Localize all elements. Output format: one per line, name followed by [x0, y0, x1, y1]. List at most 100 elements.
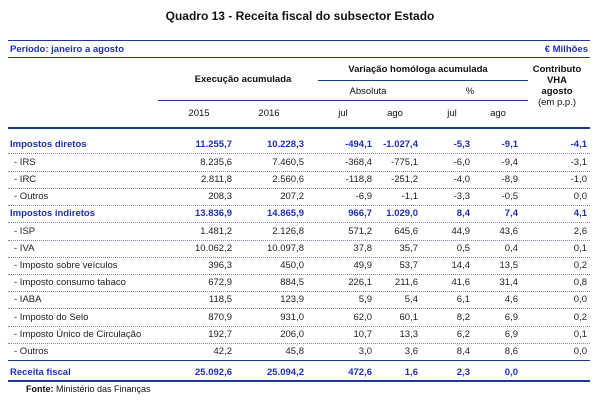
- cell-col-4: -251,2: [391, 174, 418, 185]
- header-variacao-rule: [318, 80, 528, 81]
- cell-col-6: 4,6: [504, 294, 518, 305]
- cell-col-7: 0,2: [573, 312, 587, 323]
- header-2015: 2015: [188, 108, 210, 119]
- cell-col-2: 931,0: [280, 312, 304, 323]
- cell-col-7: 0,0: [573, 346, 587, 357]
- source-value: Ministério das Finanças: [56, 384, 151, 394]
- cell-col-2: 450,0: [280, 260, 304, 271]
- cell-col-7: 0,1: [573, 243, 587, 254]
- cell-col-7: 0,0: [573, 294, 587, 305]
- row-label: - IVA: [14, 243, 35, 254]
- row-label: - Imposto Único de Circulação: [14, 329, 142, 340]
- row-label: - IRS: [14, 157, 36, 168]
- cell-col-3: 571,2: [348, 226, 372, 237]
- row-label: - Imposto sobre veículos: [14, 260, 118, 271]
- cell-col-4: 13,3: [399, 329, 419, 340]
- cell-col-7: 0,2: [573, 260, 587, 271]
- cell-col-3: -494,1: [345, 139, 372, 150]
- table-row: - Outros 42,2 45,8 3,0 3,6 8,4 8,6 0,0: [0, 343, 600, 361]
- cell-col-1: 118,5: [208, 294, 232, 305]
- cell-col-7: 4,1: [573, 208, 587, 219]
- table-row: - Imposto consumo tabaco 672,9 884,5 226,1 2…: [0, 274, 600, 292]
- cell-col-6: 0,4: [504, 243, 518, 254]
- cell-col-3: 226,1: [348, 277, 372, 288]
- row-separator: [8, 240, 590, 241]
- period-rule: [8, 57, 590, 58]
- cell-col-5: -5,3: [453, 139, 470, 150]
- header-subrule: [158, 100, 528, 101]
- cell-col-4: 5,4: [404, 294, 418, 305]
- header-jul-pct: jul: [447, 108, 457, 119]
- cell-col-2: 25.094,2: [267, 367, 304, 378]
- cell-col-4: 53,7: [399, 260, 419, 271]
- cell-col-4: -1,1: [401, 191, 418, 202]
- cell-col-3: -6,9: [355, 191, 372, 202]
- cell-col-7: -4,1: [570, 139, 587, 150]
- cell-col-6: -9,4: [501, 157, 518, 168]
- cell-col-2: 10.228,3: [267, 139, 304, 150]
- table-row: - ISP 1.481,2 2.126,8 571,2 645,6 44,9 43,6 2,6: [0, 223, 600, 241]
- cell-col-1: 8.235,6: [200, 157, 232, 168]
- period-label: Período: janeiro a agosto: [10, 44, 125, 55]
- cell-col-2: 884,5: [280, 277, 304, 288]
- group-row: Impostos diretos 11.255,7 10.228,3 -494,1 -1…: [0, 136, 600, 154]
- cell-col-6: -0,5: [501, 191, 518, 202]
- cell-col-7: 0,1: [573, 329, 587, 340]
- row-label: Impostos indiretos: [10, 208, 95, 219]
- header-contributo-line1: Contributo: [532, 64, 582, 75]
- cell-col-1: 11.255,7: [195, 139, 232, 150]
- cell-col-3: 49,9: [353, 260, 373, 271]
- cell-col-5: 8,4: [456, 208, 470, 219]
- cell-col-1: 192,7: [208, 329, 232, 340]
- cell-col-4: 3,6: [404, 346, 418, 357]
- cell-col-5: 44,9: [451, 226, 471, 237]
- table-row: - Imposto Único de Circulação 192,7 206,0 1…: [0, 326, 600, 344]
- total-top-rule: [8, 360, 590, 361]
- table-row: - Imposto sobre veículos 396,3 450,0 49,9 53…: [0, 257, 600, 275]
- cell-col-3: 5,9: [358, 294, 372, 305]
- cell-col-1: 672,9: [208, 277, 232, 288]
- cell-col-5: 6,2: [456, 329, 470, 340]
- cell-col-5: 41,6: [451, 277, 471, 288]
- header-contributo-line2: VHA: [546, 75, 568, 86]
- cell-col-3: 37,8: [353, 243, 373, 254]
- table-row: - IRS 8.235,6 7.460,5 -368,4 -775,1 -6,0 -9,4 -…: [0, 154, 600, 172]
- cell-col-2: 207,2: [280, 191, 304, 202]
- cell-col-5: -3,3: [453, 191, 470, 202]
- row-separator: [8, 343, 590, 344]
- header-pct: %: [465, 86, 475, 97]
- header-execucao: Execução acumulada: [194, 74, 292, 85]
- cell-col-2: 10.097,8: [267, 243, 304, 254]
- row-label: - IABA: [14, 294, 42, 305]
- row-separator: [8, 257, 590, 258]
- cell-col-6: 13,5: [499, 260, 519, 271]
- cell-col-4: 60,1: [399, 312, 419, 323]
- top-rule: [8, 40, 590, 41]
- cell-col-6: 6,9: [504, 329, 518, 340]
- header-2016: 2016: [258, 108, 280, 119]
- header-absoluta: Absoluta: [349, 86, 387, 97]
- header-contributo: Contributo VHA agosto (em p.p.): [522, 64, 592, 108]
- row-label: - Outros: [14, 191, 49, 202]
- row-label: - Imposto do Selo: [14, 312, 89, 323]
- cell-col-3: -368,4: [345, 157, 372, 168]
- row-separator: [8, 205, 590, 206]
- row-label: Impostos diretos: [10, 139, 87, 150]
- cell-col-4: 1.029,0: [386, 208, 418, 219]
- table-row: - IVA 10.062,2 10.097,8 37,8 35,7 0,5 0,4 0,1: [0, 240, 600, 258]
- row-separator: [8, 308, 590, 309]
- cell-col-1: 396,3: [208, 260, 232, 271]
- cell-col-1: 1.481,2: [200, 226, 232, 237]
- cell-col-2: 2.560,6: [272, 174, 304, 185]
- cell-col-7: -3,1: [570, 157, 587, 168]
- table-title: Quadro 13 - Receita fiscal do subsector …: [165, 9, 435, 23]
- cell-col-7: 0,8: [573, 277, 587, 288]
- row-separator: [8, 222, 590, 223]
- row-separator: [8, 326, 590, 327]
- header-contributo-line3: agosto: [541, 86, 573, 97]
- cell-col-2: 7.460,5: [272, 157, 304, 168]
- cell-col-7: -1,0: [570, 174, 587, 185]
- row-label: - IRC: [14, 174, 37, 185]
- group-row: Impostos indiretos 13.836,9 14.865,9 966,7 1…: [0, 205, 600, 223]
- cell-col-6: -8,9: [501, 174, 518, 185]
